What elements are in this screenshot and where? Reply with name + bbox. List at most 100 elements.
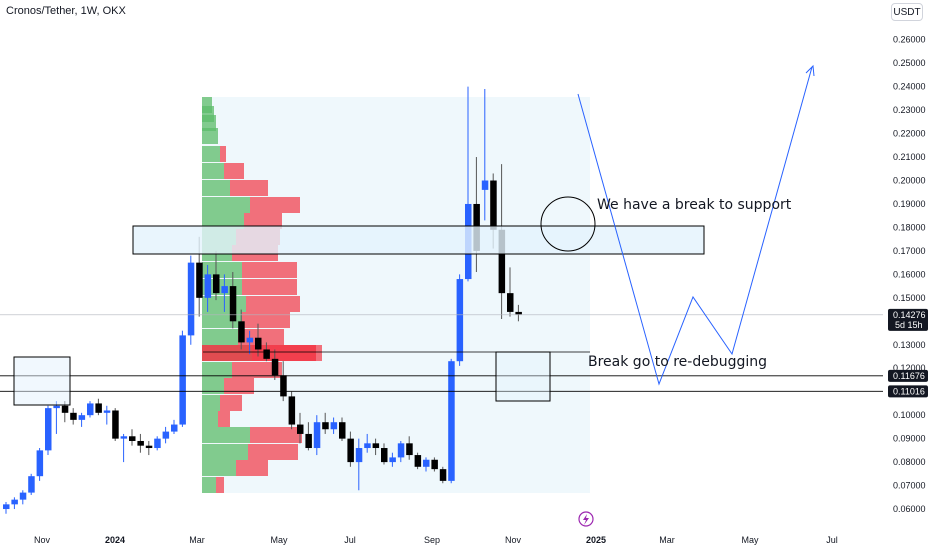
candle-up xyxy=(103,410,111,413)
candle-down xyxy=(61,405,69,413)
lightning-bolt-glyph xyxy=(583,514,589,525)
vp-sell-bar xyxy=(242,312,290,328)
candle-down xyxy=(414,455,422,467)
candle-down xyxy=(129,436,136,441)
vp-buy-bar xyxy=(202,378,224,394)
candle-down xyxy=(515,311,522,315)
vp-buy-bar xyxy=(202,460,236,476)
candle-up xyxy=(120,436,128,439)
y-tick-label: 0.22000 xyxy=(893,129,926,139)
candle-up xyxy=(78,415,86,420)
y-tick-label: 0.26000 xyxy=(893,35,926,45)
candle-down xyxy=(297,424,304,434)
candle-up xyxy=(19,492,27,500)
range-box-right xyxy=(495,351,551,402)
vp-sell-bar xyxy=(232,362,282,378)
vp-buy-bar xyxy=(202,395,220,411)
vp-sell-bar xyxy=(218,411,230,427)
projection-arrowhead xyxy=(805,64,815,77)
candle-down xyxy=(271,358,279,376)
vp-sell-bar xyxy=(250,427,302,443)
candle-up xyxy=(87,403,94,416)
chart-title: Cronos/Tether, 1W, OKX xyxy=(6,5,126,17)
candle-down xyxy=(145,445,153,449)
y-tick-label: 0.06000 xyxy=(893,504,926,514)
candle-down xyxy=(507,293,514,312)
vp-buy-bar xyxy=(202,97,212,113)
vp-sell-bar xyxy=(250,197,300,213)
candle-down xyxy=(305,433,312,449)
candle-up xyxy=(389,457,396,463)
y-tick-label: 0.25000 xyxy=(893,58,926,68)
candle-down xyxy=(70,412,77,420)
annotation-re-debugging[interactable]: Break go to re-debugging xyxy=(588,354,768,370)
candle-down xyxy=(255,337,262,350)
vp-buy-bar xyxy=(202,128,218,144)
y-tick-label: 0.07000 xyxy=(893,481,926,491)
vp-buy-bar xyxy=(202,115,216,131)
candle-up xyxy=(154,438,161,449)
candle-down xyxy=(213,274,220,294)
candle-down xyxy=(381,448,388,463)
vp-buy-bar xyxy=(202,197,250,213)
currency-button[interactable]: USDT xyxy=(891,3,923,21)
vp-buy-bar xyxy=(202,362,232,378)
x-tick-label: Sep xyxy=(424,535,440,545)
candle-up xyxy=(36,450,44,477)
price-label-bg xyxy=(888,369,928,382)
candle-down xyxy=(439,469,447,481)
annotation-support-break[interactable]: We have a break to support xyxy=(597,197,792,213)
candle-up xyxy=(171,424,178,432)
candle-up xyxy=(330,422,338,430)
candle-up xyxy=(221,286,228,294)
projection-path xyxy=(577,66,813,386)
y-tick-label: 0.16000 xyxy=(893,269,926,279)
resistance-zone xyxy=(132,225,705,255)
vp-sell-bar xyxy=(244,213,282,229)
price-label-bg xyxy=(888,385,928,398)
x-tick-label: Jul xyxy=(344,535,356,545)
candle-down xyxy=(339,422,346,439)
vp-buy-bar xyxy=(202,262,242,278)
candle-up xyxy=(456,279,464,362)
candle-down xyxy=(196,262,203,298)
candle-up xyxy=(313,422,321,449)
vp-sell-bar xyxy=(216,477,224,493)
vp-buy-bar xyxy=(202,213,244,229)
x-tick-label: May xyxy=(741,535,759,545)
candle-up xyxy=(53,405,60,409)
candle-up xyxy=(11,499,18,505)
y-tick-label: 0.17000 xyxy=(893,246,926,256)
vp-sell-bar xyxy=(246,296,300,312)
vp-buy-bar xyxy=(202,444,248,460)
vp-sell-bar xyxy=(248,444,298,460)
candle-up xyxy=(355,448,363,463)
range-box-left xyxy=(13,356,71,406)
x-tick-label: 2024 xyxy=(105,535,125,545)
candle-up xyxy=(187,262,195,336)
candle-up xyxy=(397,443,405,458)
y-tick-label: 0.10000 xyxy=(893,410,926,420)
candle-up xyxy=(179,335,186,425)
y-tick-label: 0.09000 xyxy=(893,434,926,444)
price-label: 0.11016 xyxy=(893,386,925,396)
x-tick-label: Nov xyxy=(505,535,522,545)
break-circle xyxy=(540,196,596,252)
y-tick-label: 0.19000 xyxy=(893,199,926,209)
y-tick-label: 0.08000 xyxy=(893,457,926,467)
candle-down xyxy=(431,459,438,470)
candle-down xyxy=(322,422,329,430)
x-tick-label: 2025 xyxy=(586,535,606,545)
candle-down xyxy=(95,403,102,413)
vp-sell-bar xyxy=(236,460,268,476)
vp-buy-bar xyxy=(202,411,218,427)
candle-down xyxy=(490,180,497,230)
candle-down xyxy=(498,229,506,294)
candle-up xyxy=(162,431,170,439)
y-tick-label: 0.21000 xyxy=(893,152,926,162)
candle-up xyxy=(448,361,455,481)
vp-buy-bar xyxy=(202,477,216,493)
candle-down xyxy=(347,438,354,463)
vp-sell-bar xyxy=(230,180,268,196)
